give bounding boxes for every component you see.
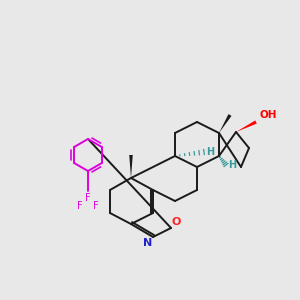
Text: H: H: [206, 147, 214, 157]
Text: N: N: [143, 238, 152, 248]
Text: F: F: [77, 201, 83, 211]
Polygon shape: [129, 155, 133, 178]
Text: H: H: [228, 160, 236, 170]
Text: F: F: [93, 201, 99, 211]
Polygon shape: [236, 120, 257, 132]
Text: F: F: [85, 193, 91, 203]
Text: OH: OH: [259, 110, 277, 120]
Text: O: O: [172, 217, 182, 227]
Polygon shape: [219, 114, 232, 133]
